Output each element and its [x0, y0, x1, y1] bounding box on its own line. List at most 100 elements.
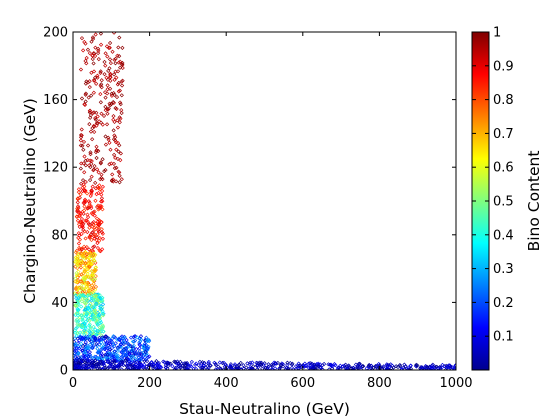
data-point — [99, 204, 104, 209]
data-point — [92, 78, 97, 83]
data-point — [85, 310, 90, 315]
data-point — [88, 326, 93, 331]
data-point — [78, 265, 83, 270]
data-point — [131, 339, 137, 344]
data-point — [351, 365, 356, 370]
data-point — [120, 349, 126, 354]
data-point — [356, 365, 361, 370]
data-point — [97, 119, 102, 124]
data-point — [94, 216, 100, 221]
data-point — [74, 280, 80, 285]
data-point — [80, 315, 85, 320]
data-point — [86, 328, 91, 333]
data-point — [83, 319, 88, 324]
data-point — [129, 349, 134, 354]
data-point — [79, 96, 85, 101]
data-point — [119, 349, 124, 355]
data-point — [125, 361, 130, 366]
data-point — [366, 363, 372, 368]
data-point — [111, 90, 116, 96]
data-point — [92, 354, 97, 359]
data-point — [81, 147, 86, 152]
data-point — [83, 326, 88, 331]
data-point — [97, 183, 102, 188]
data-point — [100, 177, 105, 182]
data-point — [88, 150, 93, 155]
data-point — [103, 134, 108, 139]
data-point — [96, 57, 101, 62]
data-point — [112, 360, 117, 365]
data-point — [112, 349, 117, 354]
data-point — [172, 359, 177, 364]
data-point — [88, 290, 93, 295]
data-point — [109, 338, 114, 343]
data-point — [91, 334, 96, 339]
data-point — [110, 172, 115, 177]
data-point — [206, 359, 211, 365]
data-point — [118, 100, 123, 105]
data-point — [102, 72, 107, 77]
data-point — [85, 292, 91, 297]
data-point — [90, 287, 95, 292]
data-point — [424, 364, 429, 369]
data-point — [75, 206, 80, 211]
data-point — [78, 138, 83, 143]
data-point — [444, 363, 449, 368]
data-point — [85, 282, 90, 287]
data-point — [92, 364, 97, 369]
data-point — [399, 367, 404, 370]
data-point — [97, 316, 102, 321]
data-point — [88, 113, 94, 118]
data-point — [80, 143, 85, 148]
data-point — [116, 356, 121, 361]
data-point — [92, 129, 97, 135]
data-point — [150, 363, 155, 368]
data-point — [121, 340, 126, 345]
data-point — [75, 290, 80, 295]
data-point — [75, 208, 80, 213]
data-point — [116, 60, 122, 65]
data-point — [144, 346, 150, 351]
data-point — [244, 365, 249, 370]
data-point — [99, 220, 104, 225]
data-point — [178, 363, 183, 368]
data-point — [88, 331, 93, 336]
data-point — [82, 102, 88, 107]
data-point — [83, 275, 88, 280]
data-point — [95, 332, 100, 337]
data-point — [149, 360, 154, 365]
data-point — [75, 313, 80, 318]
data-point — [79, 286, 84, 291]
data-point — [106, 137, 111, 142]
data-point — [105, 111, 110, 116]
data-point — [85, 298, 91, 303]
data-point — [90, 137, 95, 142]
data-point — [75, 261, 80, 266]
data-point — [322, 361, 327, 367]
data-point — [107, 86, 113, 91]
data-point — [128, 335, 134, 340]
data-point — [79, 272, 84, 277]
data-point — [285, 360, 290, 365]
data-point — [87, 264, 92, 270]
data-point — [99, 78, 104, 83]
data-point — [115, 125, 121, 130]
data-point — [88, 292, 93, 297]
data-point — [119, 79, 124, 84]
data-point — [82, 204, 87, 209]
data-point — [113, 155, 118, 160]
data-point — [189, 364, 194, 369]
data-point — [104, 44, 110, 49]
data-point — [85, 348, 90, 353]
data-point — [111, 128, 116, 133]
data-point — [97, 312, 102, 318]
data-point — [260, 366, 265, 370]
data-point — [99, 230, 105, 235]
data-point — [437, 365, 443, 370]
data-point — [95, 346, 100, 351]
y-tick-label: 80 — [51, 228, 68, 243]
data-point — [78, 192, 83, 197]
data-point — [117, 143, 122, 148]
data-point — [86, 287, 92, 292]
x-tick-label: 800 — [367, 376, 392, 391]
